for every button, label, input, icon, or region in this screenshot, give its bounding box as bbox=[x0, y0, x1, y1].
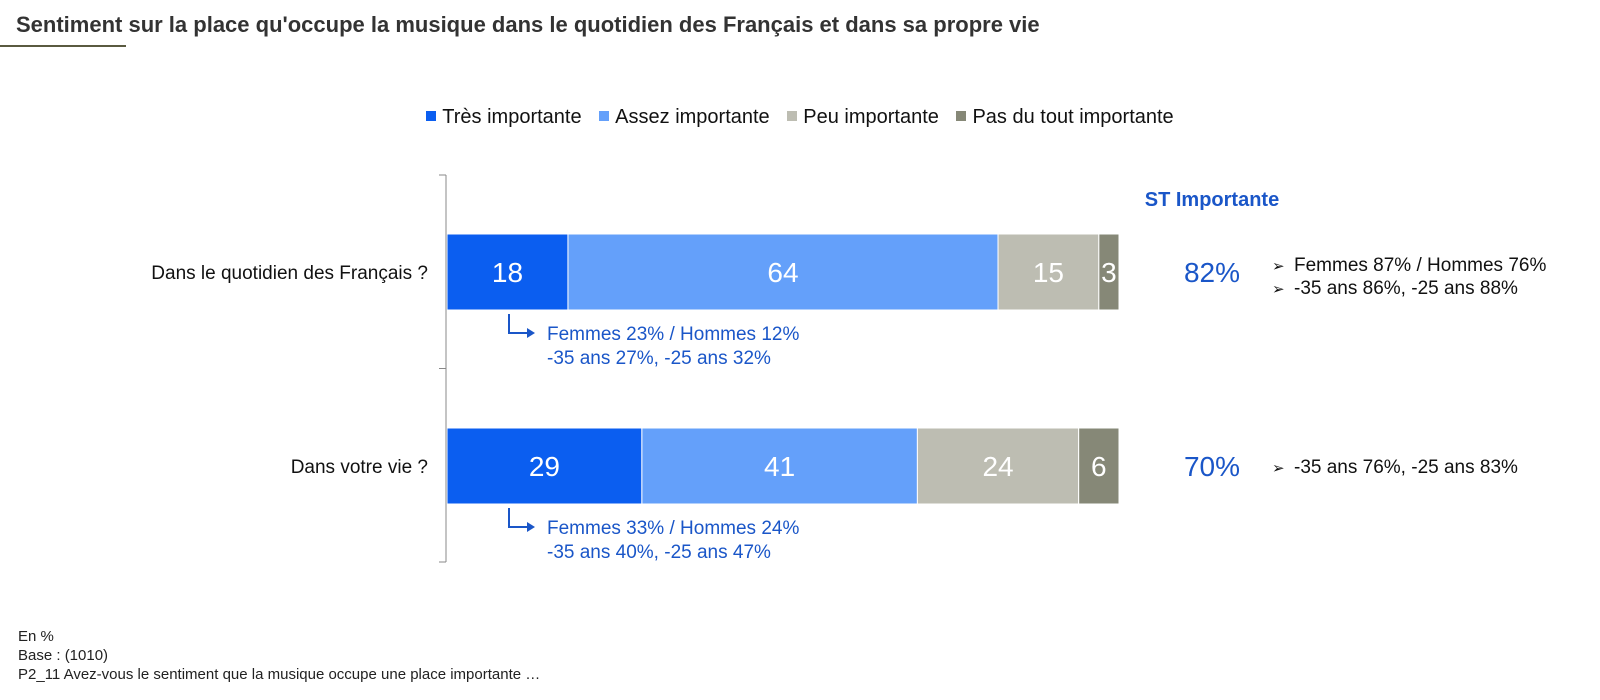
category-label: Dans le quotidien des Français ? bbox=[151, 263, 428, 284]
legend-label-pas: Pas du tout importante bbox=[972, 106, 1174, 128]
data-label: 41 bbox=[764, 451, 795, 482]
data-label: 6 bbox=[1091, 451, 1107, 482]
bar-segment-peu bbox=[916, 427, 1080, 505]
callout-text: -35 ans 40%, -25 ans 47% bbox=[547, 542, 771, 563]
callout-text: Femmes 33% / Hommes 24% bbox=[547, 518, 799, 539]
footer-unit: En % bbox=[18, 628, 54, 645]
bar-segment-pas bbox=[1098, 233, 1120, 311]
side-note: -35 ans 76%, -25 ans 83% bbox=[1294, 457, 1518, 478]
bar-segment-tres bbox=[446, 233, 569, 311]
legend-item-assez: Assez importante bbox=[599, 106, 770, 129]
legend-swatch-tres bbox=[426, 111, 437, 121]
footer-question: P2_11 Avez-vous le sentiment que la musi… bbox=[18, 666, 541, 683]
st-value: 70% bbox=[1184, 451, 1240, 482]
callout-arrowhead bbox=[527, 328, 535, 338]
callout-connector bbox=[508, 508, 527, 528]
legend-item-pas: Pas du tout importante bbox=[956, 106, 1174, 129]
bar-segment-assez bbox=[567, 233, 999, 311]
data-label: 18 bbox=[492, 257, 523, 288]
st-importante-header: ST Importante bbox=[1145, 189, 1279, 211]
callout-arrowhead bbox=[527, 522, 535, 532]
data-label: 15 bbox=[1033, 257, 1064, 288]
data-label: 64 bbox=[767, 257, 798, 288]
legend-swatch-peu bbox=[787, 111, 798, 121]
data-label: 29 bbox=[529, 451, 560, 482]
bar-segment-peu bbox=[997, 233, 1100, 311]
callout-text: -35 ans 27%, -25 ans 32% bbox=[547, 348, 771, 369]
side-note: -35 ans 86%, -25 ans 88% bbox=[1294, 278, 1518, 299]
arrow-bullet-icon: ➢ bbox=[1272, 459, 1285, 477]
chart-title: Sentiment sur la place qu'occupe la musi… bbox=[16, 12, 1040, 37]
legend-label-peu: Peu importante bbox=[803, 106, 939, 128]
category-label: Dans votre vie ? bbox=[291, 457, 428, 478]
title-underline bbox=[0, 45, 126, 47]
legend-item-peu: Peu importante bbox=[787, 106, 939, 129]
side-note: Femmes 87% / Hommes 76% bbox=[1294, 255, 1546, 276]
legend: Très importante Assez importante Peu imp… bbox=[0, 106, 1600, 129]
legend-label-tres: Très importante bbox=[442, 106, 582, 128]
data-label: 24 bbox=[982, 451, 1013, 482]
arrow-bullet-icon: ➢ bbox=[1272, 257, 1285, 275]
bar-segment-assez bbox=[641, 427, 918, 505]
legend-swatch-pas bbox=[956, 111, 967, 121]
callout-text: Femmes 23% / Hommes 12% bbox=[547, 324, 799, 345]
footer-base: Base : (1010) bbox=[18, 647, 109, 664]
arrow-bullet-icon: ➢ bbox=[1272, 280, 1285, 298]
bar-segment-tres bbox=[446, 427, 643, 505]
bar-segment-pas bbox=[1078, 427, 1120, 505]
st-value: 82% bbox=[1184, 257, 1240, 288]
callout-connector bbox=[508, 314, 527, 334]
legend-label-assez: Assez importante bbox=[615, 106, 770, 128]
legend-item-tres: Très importante bbox=[426, 106, 582, 129]
legend-swatch-assez bbox=[599, 111, 610, 121]
data-label: 3 bbox=[1101, 257, 1117, 288]
